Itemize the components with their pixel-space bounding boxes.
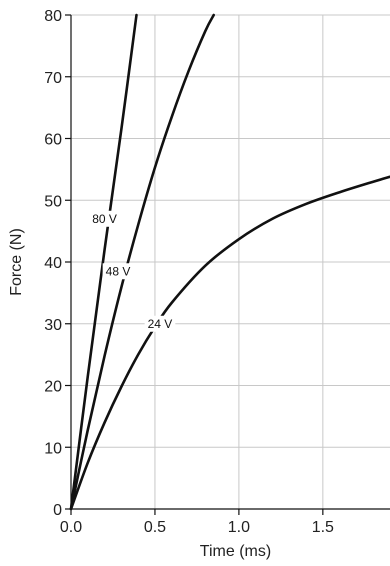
x-tick-label: 0.0 <box>60 519 82 536</box>
series-line-24v <box>69 175 390 511</box>
series-label-24v: 24 V <box>144 315 176 332</box>
y-tick-label: 80 <box>44 8 62 25</box>
y-tick-label: 30 <box>44 317 62 334</box>
series-label-background <box>89 210 120 227</box>
series-label-background <box>144 315 176 332</box>
y-tick-label: 40 <box>44 255 62 272</box>
series-labels: 80 V 48 V 24 V <box>89 210 176 332</box>
series-label-48v: 48 V <box>102 263 134 280</box>
series-line-80v <box>69 13 138 511</box>
series-line-48v <box>69 13 216 511</box>
y-tick-label: 60 <box>44 132 62 149</box>
x-tick-label: 1.5 <box>312 519 334 536</box>
series-label-background <box>102 263 134 280</box>
grid <box>71 14 390 509</box>
y-tick-label: 0 <box>53 502 62 519</box>
series <box>69 13 390 511</box>
series-label-text: 80 V <box>92 212 117 226</box>
x-tick-label: 1.0 <box>228 519 250 536</box>
y-tick-label: 50 <box>44 193 62 210</box>
series-label-text: 48 V <box>106 264 131 278</box>
y-axis-title: Force (N) <box>8 228 25 296</box>
series-label-80v: 80 V <box>89 210 120 227</box>
y-tick-label: 20 <box>44 379 62 396</box>
series-label-text: 24 V <box>148 317 173 331</box>
x-axis-title: Time (ms) <box>200 543 271 560</box>
y-tick-label: 10 <box>44 440 62 457</box>
x-tick-label: 0.5 <box>144 519 166 536</box>
ticks: 0 10 20 30 40 50 60 70 80 0.0 0.5 1.0 1.5 <box>44 8 334 536</box>
y-tick-label: 70 <box>44 70 62 87</box>
